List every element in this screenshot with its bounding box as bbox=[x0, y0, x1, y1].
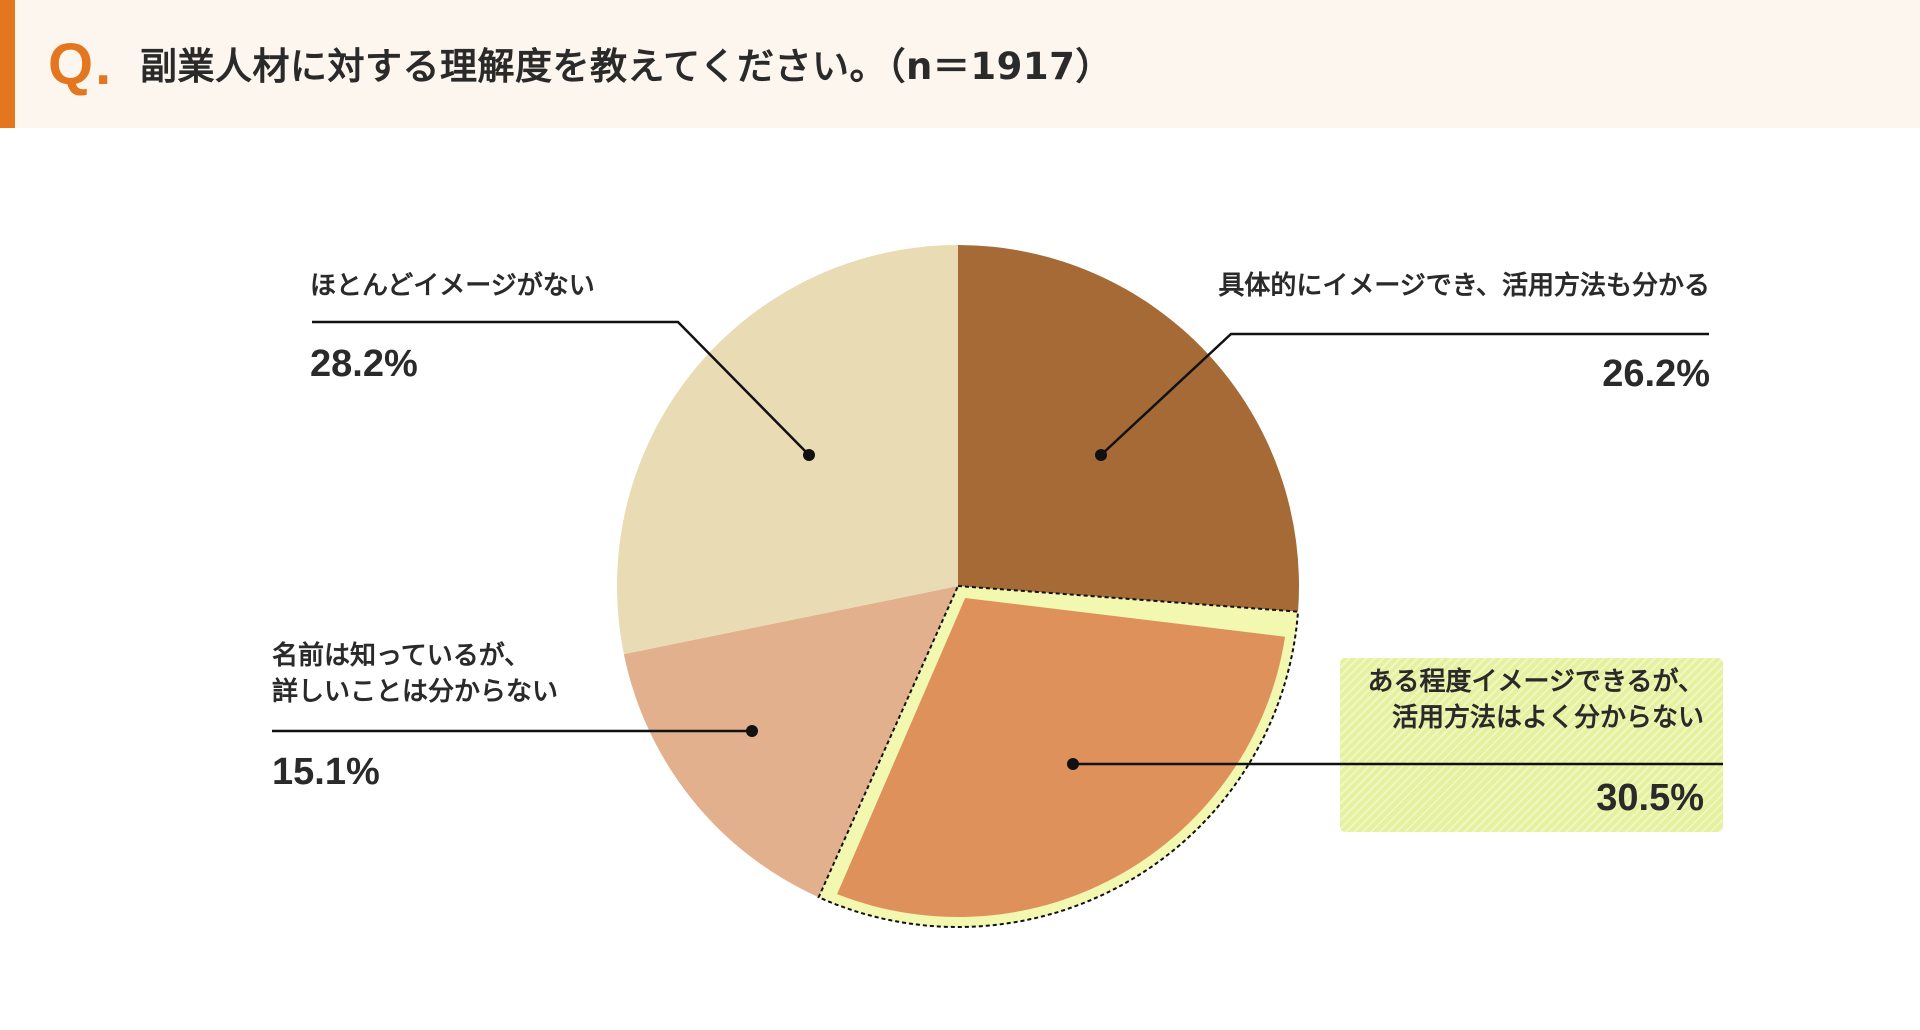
highlight-slice-fill bbox=[837, 598, 1286, 917]
slice-label-name-only: 名前は知っているが、 詳しいことは分からない 15.1% bbox=[272, 638, 559, 793]
slice-label-text: ほとんどイメージがない bbox=[310, 271, 595, 301]
question-header: Q. 副業人材に対する理解度を教えてください。（n＝1917） bbox=[0, 0, 1920, 128]
slice-label-percent: 26.2% bbox=[1602, 353, 1710, 395]
leader-line-top-right bbox=[1100, 332, 1709, 456]
slice-label-text-line1: ある程度イメージできるが、 bbox=[1367, 667, 1704, 697]
slice-label-concrete-image: 具体的にイメージでき、活用方法も分かる 26.2% bbox=[1180, 268, 1710, 395]
leader-dot-bottom-left bbox=[746, 725, 758, 737]
page-title: 副業人材に対する理解度を教えてください。（n＝1917） bbox=[140, 45, 1113, 88]
slice-label-text: 具体的にイメージでき、活用方法も分かる bbox=[1218, 271, 1710, 301]
pie-slice bbox=[617, 245, 958, 655]
leader-dot-top-left bbox=[803, 449, 815, 461]
slice-label-text-line2: 活用方法はよく分からない bbox=[1391, 703, 1704, 733]
pie-slice bbox=[623, 586, 958, 898]
leader-line-top-left bbox=[312, 320, 810, 456]
leader-lines bbox=[272, 320, 1723, 766]
slice-label-text-line2: 詳しいことは分からない bbox=[272, 677, 559, 707]
slice-label-some-image: ある程度イメージできるが、 活用方法はよく分からない 30.5% bbox=[1340, 664, 1704, 819]
slice-label-little-image: ほとんどイメージがない 28.2% bbox=[310, 268, 595, 385]
leader-dot-top-right bbox=[1095, 449, 1107, 461]
slice-label-percent: 15.1% bbox=[272, 751, 380, 793]
highlight-dashed-border bbox=[817, 584, 1300, 928]
question-mark-icon: Q. bbox=[48, 32, 114, 97]
pie-slices bbox=[617, 245, 1300, 928]
leader-dot-bottom-right bbox=[1067, 758, 1079, 770]
highlight-label-box bbox=[1340, 658, 1723, 832]
accent-bar bbox=[0, 0, 15, 128]
slice-label-text-line1: 名前は知っているが、 bbox=[272, 641, 531, 671]
slice-label-percent: 30.5% bbox=[1596, 777, 1704, 819]
slice-label-percent: 28.2% bbox=[310, 343, 418, 385]
